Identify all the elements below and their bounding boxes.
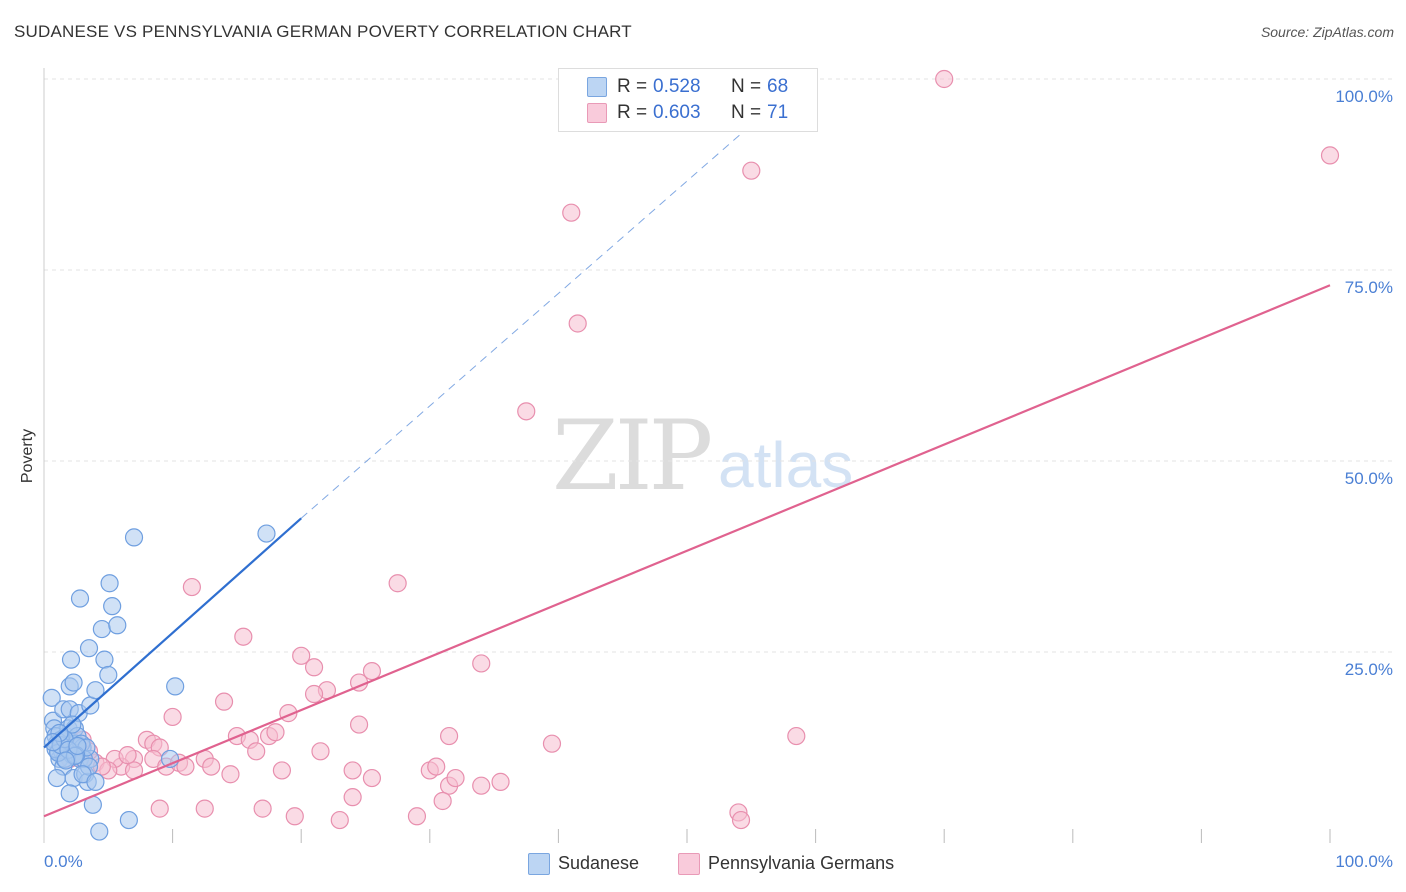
legend-r-label: R = [617, 76, 648, 97]
pennsylvania-germans-point [182, 577, 201, 597]
sudanese-point [79, 639, 99, 658]
legend-r-value: 0.528 [653, 76, 701, 97]
sudanese-trend-extension [300, 124, 752, 519]
pennsylvania-germans-point [407, 807, 427, 826]
legend-label-sudanese: Sudanese [558, 853, 640, 873]
sudanese-point [70, 589, 90, 608]
watermark-atlas: atlas [718, 429, 854, 501]
axis-layer [43, 68, 1331, 843]
pennsylvania-germans-point [935, 69, 954, 89]
pennsylvania-germans-point [285, 807, 304, 826]
sudanese-point [68, 736, 87, 756]
legend-n-value: 71 [767, 102, 789, 123]
pennsylvania-germans-point [272, 761, 292, 780]
pennsylvania-germans-point [311, 742, 330, 761]
sudanese-point [95, 650, 114, 669]
pennsylvania-germans-point [362, 768, 382, 788]
pennsylvania-germans-point [221, 765, 240, 784]
sudanese-point [166, 677, 185, 696]
pennsylvania-germans-point [118, 746, 137, 765]
pink-points-layer [60, 69, 1340, 830]
pennsylvania-germans-point [330, 810, 349, 830]
trend-lines-layer [43, 124, 1331, 818]
chart-title: SUDANESE VS PENNSYLVANIA GERMAN POVERTY … [14, 22, 632, 41]
sudanese-point [63, 715, 82, 734]
sudanese-point [47, 768, 66, 788]
pennsylvania-germans-point [247, 742, 266, 761]
legend-n-label: N = [731, 102, 762, 123]
pennsylvania-germans-point [427, 757, 446, 776]
pennsylvania-germans-point [266, 723, 285, 742]
y-tick-label-25: 25.0% [1344, 660, 1393, 679]
sudanese-point [257, 524, 276, 543]
pennsylvania-germans-point [202, 757, 221, 776]
pennsylvania-germans-point [787, 726, 806, 746]
pennsylvania-germans-point [439, 726, 459, 746]
pennsylvania-germans-trend-line [43, 284, 1331, 818]
pennsylvania-germans-point [195, 799, 214, 818]
sudanese-point [61, 650, 81, 669]
pennsylvania-germans-point [568, 314, 587, 333]
sudanese-point [43, 733, 63, 752]
correlation-legend: R = 0.528 N = 68 R = 0.603 N = 71 [558, 68, 818, 132]
sudanese-point [99, 665, 118, 685]
legend-swatch-pink [678, 853, 700, 875]
pennsylvania-germans-point [292, 646, 311, 665]
pennsylvania-germans-point [163, 707, 182, 727]
sudanese-point [42, 688, 61, 707]
pennsylvania-germans-point [304, 658, 324, 677]
pennsylvania-germans-point [731, 810, 751, 830]
pennsylvania-germans-point [214, 692, 234, 711]
sudanese-point [86, 681, 105, 700]
pennsylvania-germans-point [343, 761, 362, 780]
legend-r-value: 0.603 [653, 102, 701, 123]
pennsylvania-germans-point [362, 661, 382, 681]
pennsylvania-germans-point [517, 402, 536, 421]
source-label: Source: ZipAtlas.com [1260, 24, 1394, 40]
sudanese-point [56, 751, 75, 770]
legend-swatch-pink [587, 103, 607, 123]
sudanese-point [90, 822, 109, 841]
pennsylvania-germans-point [433, 791, 452, 811]
sudanese-point [86, 772, 105, 791]
sudanese-point [92, 619, 111, 639]
legend-swatch-blue [528, 853, 550, 875]
pennsylvania-germans-point [253, 799, 272, 818]
x-tick-label-max: 100.0% [1335, 852, 1393, 871]
sudanese-point [60, 784, 79, 803]
y-tick-label-75: 75.0% [1344, 278, 1393, 297]
pennsylvania-germans-point [343, 788, 362, 807]
x-tick-label-min: 0.0% [44, 852, 83, 871]
pennsylvania-germans-point [542, 734, 562, 753]
pennsylvania-germans-point [349, 715, 369, 734]
pennsylvania-germans-point [150, 799, 169, 818]
sudanese-point [108, 616, 127, 635]
pennsylvania-germans-point [562, 203, 581, 222]
legend-r-label: R = [617, 102, 648, 123]
sudanese-trend-line [43, 517, 302, 749]
pennsylvania-germans-point [388, 574, 407, 593]
pennsylvania-germans-point [742, 161, 761, 180]
y-tick-label-100: 100.0% [1335, 87, 1393, 106]
pennsylvania-germans-point [446, 768, 465, 788]
pennsylvania-germans-point [472, 776, 491, 795]
sudanese-point [124, 528, 144, 547]
pennsylvania-germans-point [472, 654, 491, 673]
watermark-zip: ZIP [552, 400, 713, 512]
pennsylvania-germans-point [1320, 146, 1340, 165]
sudanese-point [119, 810, 138, 830]
legend-swatch-blue [587, 77, 607, 97]
sudanese-point [103, 597, 122, 616]
legend-label-pennsylvania-germans: Pennsylvania Germans [708, 853, 895, 873]
pennsylvania-germans-point [304, 684, 324, 704]
legend-n-value: 68 [767, 76, 789, 97]
sudanese-point [64, 673, 83, 692]
pennsylvania-germans-point [234, 627, 253, 646]
pennsylvania-germans-point [491, 772, 510, 791]
y-tick-label-50: 50.0% [1344, 469, 1393, 488]
legend-n-label: N = [731, 76, 762, 97]
sudanese-point [100, 574, 119, 593]
